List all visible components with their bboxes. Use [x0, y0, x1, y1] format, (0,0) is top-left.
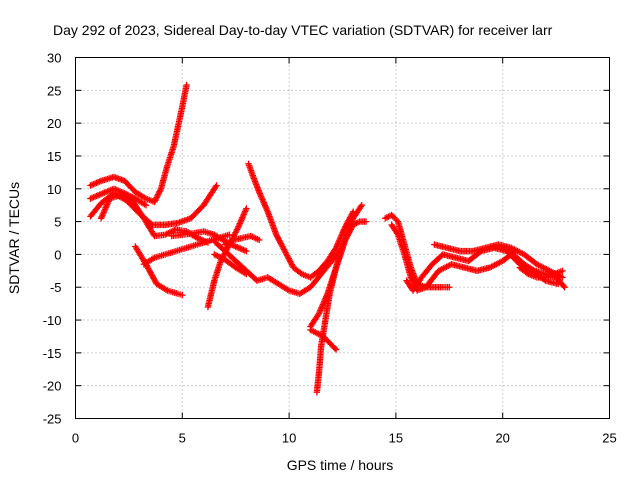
x-tick-label: 5 — [179, 431, 186, 446]
y-tick-label: 10 — [47, 182, 61, 197]
x-tick-label: 15 — [389, 431, 403, 446]
series-sat-u — [516, 264, 566, 281]
data-series — [87, 81, 568, 396]
series-sat-k — [221, 232, 263, 248]
data-point — [243, 270, 250, 278]
y-tick-label: -5 — [50, 280, 62, 295]
y-tick-label: 20 — [47, 116, 61, 131]
data-point — [153, 194, 160, 201]
data-point — [152, 195, 160, 203]
data-point — [357, 203, 364, 210]
data-point — [228, 237, 236, 244]
y-tick-label: 15 — [47, 149, 61, 164]
data-point — [151, 198, 158, 206]
series-sat-e — [132, 243, 186, 299]
data-point — [243, 205, 250, 212]
x-tick-label: 0 — [72, 431, 79, 446]
data-point — [362, 218, 370, 225]
data-point — [142, 201, 150, 209]
y-tick-label: 0 — [54, 247, 61, 262]
y-tick-label: 5 — [54, 215, 61, 230]
plot-frame — [75, 57, 610, 419]
y-tick-label: -10 — [43, 313, 62, 328]
data-point — [213, 182, 220, 189]
x-axis-ticks: 0 5 10 15 20 25 — [72, 57, 617, 446]
data-point — [179, 291, 186, 299]
series-sat-j — [211, 251, 250, 278]
y-tick-label: 30 — [47, 51, 61, 66]
x-tick-label: 10 — [282, 431, 296, 446]
data-point — [559, 267, 566, 275]
series-sat-i — [211, 238, 346, 297]
series-sat-a — [87, 81, 190, 206]
data-point — [156, 188, 163, 195]
series-sat-h — [204, 205, 250, 311]
y-axis-ticks: -25 -20 -15 -10 -5 0 5 10 15 20 25 30 — [43, 51, 610, 427]
data-point — [152, 197, 159, 204]
data-point — [154, 192, 161, 200]
y-tick-label: -15 — [43, 346, 62, 361]
series-sat-l — [245, 160, 357, 281]
data-point — [155, 189, 163, 197]
data-point — [408, 275, 415, 283]
y-axis-label: SDTVAR / TECUs — [6, 182, 22, 294]
y-tick-label: -20 — [43, 379, 62, 394]
data-point — [559, 274, 566, 281]
data-point — [331, 345, 339, 352]
series-sat-f — [140, 231, 233, 268]
data-point — [409, 277, 416, 284]
data-point — [407, 274, 415, 281]
data-point — [560, 282, 567, 290]
data-point — [154, 191, 162, 198]
series-sat-o — [313, 218, 370, 396]
data-point — [243, 247, 250, 255]
y-tick-label: 25 — [47, 83, 61, 98]
x-tick-label: 20 — [495, 431, 509, 446]
data-point — [255, 236, 263, 244]
data-point — [358, 201, 365, 209]
data-point — [393, 230, 401, 237]
x-axis-label: GPS time / hours — [287, 457, 394, 473]
grid-lines — [75, 57, 610, 419]
data-point — [332, 346, 340, 353]
data-point — [561, 284, 568, 291]
chart-title: Day 292 of 2023, Sidereal Day-to-day VTE… — [53, 22, 553, 38]
data-point — [409, 278, 417, 285]
data-point — [212, 183, 219, 191]
data-point — [157, 187, 164, 194]
y-tick-label: -25 — [43, 412, 62, 427]
data-point — [446, 284, 453, 291]
data-point — [226, 231, 233, 238]
series-sat-s — [431, 241, 566, 281]
data-point — [183, 81, 190, 89]
x-tick-label: 25 — [602, 431, 616, 446]
